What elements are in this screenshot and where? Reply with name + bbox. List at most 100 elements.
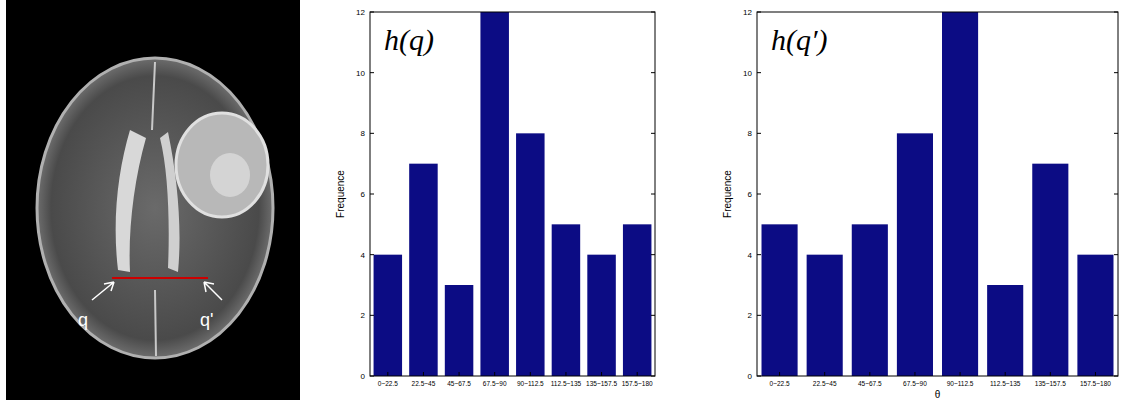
- x-tick-label: 157.5~180: [1080, 380, 1111, 387]
- tick: [757, 254, 761, 255]
- tick: [1114, 72, 1118, 73]
- y-tick-label: 12: [743, 8, 752, 17]
- tick: [370, 315, 374, 316]
- tick: [1114, 133, 1118, 134]
- plot-area: [370, 12, 655, 376]
- page: q q' 0 2 4 6 8 10 12 0~22.5 22.5~45 45~67.5 67.5~90 9…: [0, 0, 1136, 400]
- tick: [370, 133, 374, 134]
- bar: [552, 224, 581, 376]
- arrow: [204, 282, 222, 300]
- y-tick-label: 10: [356, 69, 365, 78]
- tick: [651, 376, 655, 377]
- bar: [374, 255, 403, 376]
- bar: [897, 133, 933, 376]
- tick: [757, 12, 761, 13]
- image-background: [6, 0, 300, 400]
- lesion: [176, 113, 268, 217]
- y-axis-title: Frequence: [335, 170, 346, 218]
- axes-frame: [370, 12, 655, 376]
- tick: [651, 194, 655, 195]
- tick: [370, 376, 374, 377]
- y-tick-label: 0: [361, 372, 366, 381]
- x-tick-label: 157.5~180: [622, 380, 653, 387]
- x-tick-label: 135~157.5: [586, 380, 617, 387]
- x-tick-label: 22.5~45: [412, 380, 436, 387]
- y-axis-title: Frequence: [722, 170, 733, 218]
- point-label: q': [200, 310, 213, 330]
- x-tick-label: 90~112.5: [947, 380, 974, 387]
- x-tick-label: 90~112.5: [517, 380, 544, 387]
- bar: [623, 224, 652, 376]
- bar: [942, 12, 978, 376]
- x-tick-label: 112.5~135: [990, 380, 1021, 387]
- bars: [374, 12, 652, 376]
- x-tick-label: 67.5~90: [483, 380, 507, 387]
- tick: [651, 133, 655, 134]
- midline: [152, 62, 156, 356]
- y-tick-label: 12: [356, 8, 365, 17]
- tick: [824, 372, 825, 376]
- tick: [370, 72, 374, 73]
- tick: [779, 372, 780, 376]
- tick: [651, 72, 655, 73]
- tick: [1114, 194, 1118, 195]
- tick: [423, 372, 424, 376]
- ventricle: [116, 130, 146, 272]
- brain: [37, 58, 273, 358]
- lesion-core: [210, 153, 250, 197]
- chart-title: h(q): [384, 23, 434, 57]
- bar: [587, 255, 616, 376]
- tick: [387, 372, 388, 376]
- tick: [494, 372, 495, 376]
- x-tick-label: 67.5~90: [903, 380, 927, 387]
- bar: [852, 224, 888, 376]
- x-tick-label: 0~22.5: [378, 380, 398, 387]
- x-tick-label: 45~67.5: [858, 380, 882, 387]
- tick: [370, 194, 374, 195]
- y-tick-label: 4: [748, 251, 753, 260]
- plot-area: [757, 12, 1118, 376]
- mri-image: q q': [6, 0, 300, 400]
- tick: [601, 372, 602, 376]
- x-tick-label: 22.5~45: [813, 380, 837, 387]
- bar: [409, 164, 438, 376]
- tick: [960, 372, 961, 376]
- x-tick-label: 45~67.5: [447, 380, 471, 387]
- x-tick-label: 0~22.5: [770, 380, 790, 387]
- y-tick-label: 0: [748, 372, 753, 381]
- tick: [565, 372, 566, 376]
- bar: [1032, 164, 1068, 376]
- tick: [757, 315, 761, 316]
- tick: [1050, 372, 1051, 376]
- y-tick-label: 8: [361, 129, 366, 138]
- chart-title: h(q′): [771, 23, 828, 57]
- tick: [1095, 372, 1096, 376]
- tick: [869, 372, 870, 376]
- tick: [1114, 12, 1118, 13]
- tick: [757, 72, 761, 73]
- tick: [1114, 376, 1118, 377]
- tick: [370, 254, 374, 255]
- tick: [1114, 254, 1118, 255]
- x-tick-label: 112.5~135: [551, 380, 582, 387]
- chart: 0246810120~22.522.5~4545~67.567.5~9090~1…: [335, 8, 655, 387]
- arrow: [92, 282, 114, 300]
- tick: [637, 372, 638, 376]
- tick: [651, 12, 655, 13]
- tick: [757, 194, 761, 195]
- point-label: q: [78, 310, 88, 330]
- tick: [1005, 372, 1006, 376]
- y-tick-label: 6: [361, 190, 366, 199]
- y-tick-label: 2: [748, 311, 753, 320]
- tick: [651, 315, 655, 316]
- bar: [445, 285, 474, 376]
- tick: [370, 12, 374, 13]
- bar: [987, 285, 1023, 376]
- y-tick-label: 10: [743, 69, 752, 78]
- tick: [757, 376, 761, 377]
- profile-line: [112, 277, 208, 279]
- x-tick-label: 135~157.5: [1035, 380, 1066, 387]
- bar: [1077, 255, 1113, 376]
- tick: [530, 372, 531, 376]
- y-tick-label: 6: [748, 190, 753, 199]
